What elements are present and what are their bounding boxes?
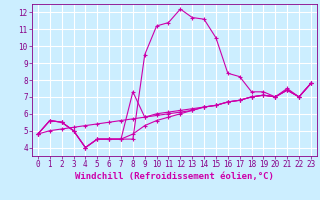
X-axis label: Windchill (Refroidissement éolien,°C): Windchill (Refroidissement éolien,°C) (75, 172, 274, 181)
